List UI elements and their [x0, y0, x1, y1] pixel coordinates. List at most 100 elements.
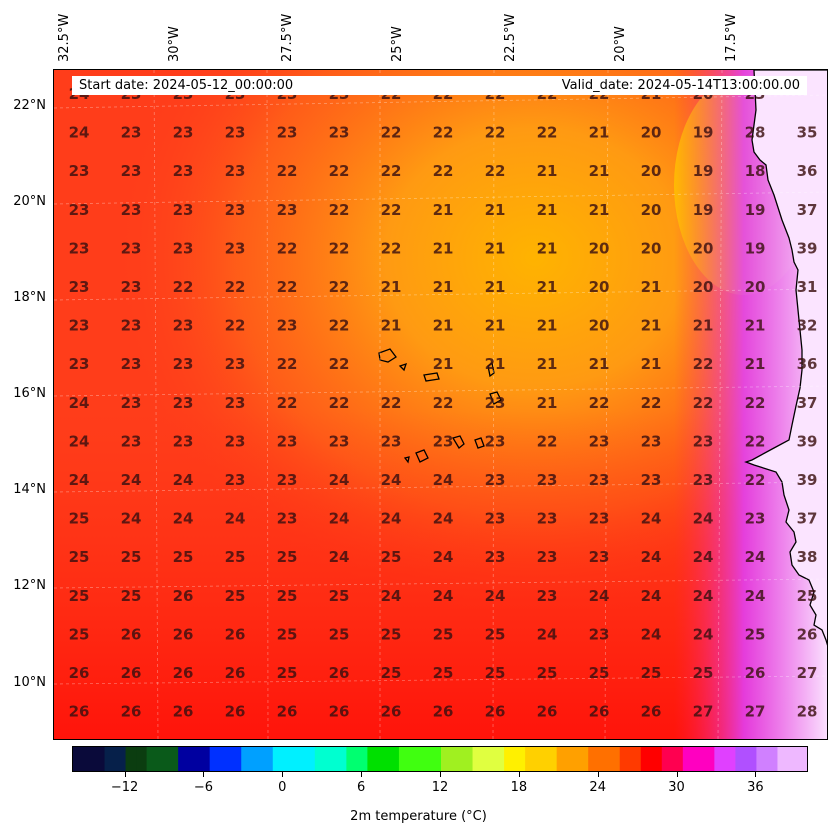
temperature-value: 26 — [173, 625, 194, 643]
temperature-value: 20 — [641, 201, 662, 219]
temperature-value: 22 — [433, 124, 454, 142]
temperature-value: 25 — [537, 664, 558, 682]
colorbar-segment — [398, 747, 411, 771]
colorbar-tick-mark — [440, 772, 441, 777]
temperature-value: 23 — [485, 471, 506, 489]
temperature-value: 21 — [641, 317, 662, 335]
colorbar-segment — [388, 747, 400, 771]
temperature-value: 23 — [173, 317, 194, 335]
temperature-value: 22 — [381, 239, 402, 257]
temperature-value: 21 — [433, 239, 454, 257]
colorbar-segment — [630, 747, 642, 771]
temperature-value: 23 — [693, 471, 714, 489]
temperature-value: 25 — [329, 587, 350, 605]
temperature-value: 26 — [381, 703, 402, 721]
colorbar-segment — [588, 747, 600, 771]
temperature-value: 20 — [641, 239, 662, 257]
temperature-value: 24 — [745, 548, 766, 566]
colorbar-segment — [230, 747, 242, 771]
temperature-value: 23 — [485, 510, 506, 528]
temperature-value: 23 — [69, 317, 90, 335]
temperature-value: 21 — [537, 317, 558, 335]
colorbar-segment — [346, 747, 358, 771]
temperature-value: 24 — [381, 471, 402, 489]
colorbar-segment — [356, 747, 368, 771]
longitude-label: 17.5°W — [724, 13, 739, 62]
colorbar-tick-mark — [518, 772, 520, 777]
latitude-label: 14°N — [13, 482, 46, 497]
temperature-value: 25 — [277, 587, 298, 605]
temperature-value: 39 — [797, 239, 818, 257]
temperature-value: 23 — [329, 432, 350, 450]
colorbar-segment — [672, 747, 684, 771]
colorbar-segment — [472, 747, 484, 771]
temperature-value: 23 — [173, 394, 194, 412]
colorbar-tick-mark — [124, 772, 126, 777]
colorbar-segment — [577, 747, 589, 771]
latitude-label: 10°N — [13, 675, 46, 690]
temperature-value: 23 — [121, 278, 142, 296]
temperature-value: 23 — [225, 394, 246, 412]
temperature-value: 20 — [641, 162, 662, 180]
temperature-value: 23 — [485, 548, 506, 566]
valid-date-label: Valid_date: 2024-05-14T13:00:00.00 — [561, 78, 800, 93]
temperature-value: 27 — [693, 703, 714, 721]
colorbar-tick-label: 30 — [668, 780, 685, 795]
colorbar-segment — [409, 747, 421, 771]
colorbar-segment — [693, 747, 705, 771]
colorbar-segment — [462, 747, 474, 771]
colorbar-tick-mark — [203, 772, 205, 777]
temperature-value: 22 — [329, 355, 350, 373]
temperature-value: 25 — [69, 548, 90, 566]
colorbar-segment — [483, 747, 495, 771]
map-canvas: 24 23 23 23 23 23 22 22 22 22 22 21 20 23 24 23 23 23 23 23… — [54, 70, 827, 739]
temperature-value: 25 — [641, 664, 662, 682]
temperature-value: 23 — [641, 471, 662, 489]
temperature-value: 25 — [173, 548, 194, 566]
temperature-value: 26 — [797, 625, 818, 643]
temperature-value: 24 — [173, 510, 194, 528]
temperature-value: 22 — [381, 394, 402, 412]
temperature-value: 23 — [121, 124, 142, 142]
colorbar-segment — [451, 747, 463, 771]
temperature-value: 23 — [225, 471, 246, 489]
longitude-label: 32.5°W — [57, 13, 72, 62]
colorbar-segment — [157, 747, 169, 771]
temperature-value: 23 — [745, 510, 766, 528]
colorbar-segment — [178, 747, 190, 771]
temperature-value: 23 — [121, 201, 142, 219]
temperature-value: 21 — [693, 317, 714, 335]
latitude-label: 16°N — [13, 386, 46, 401]
colorbar-segment — [136, 747, 148, 771]
temperature-value: 28 — [797, 703, 818, 721]
temperature-value: 23 — [173, 201, 194, 219]
temperature-value: 23 — [589, 471, 610, 489]
longitude-label: 20°W — [613, 26, 628, 62]
temperature-value: 24 — [693, 587, 714, 605]
temperature-value: 25 — [69, 510, 90, 528]
temperature-value: 24 — [693, 548, 714, 566]
colorbar-segment — [188, 747, 200, 771]
temperature-value: 23 — [537, 471, 558, 489]
temperature-value: 26 — [641, 703, 662, 721]
temperature-value: 23 — [381, 432, 402, 450]
temperature-value: 26 — [225, 703, 246, 721]
temperature-value: 25 — [589, 664, 610, 682]
graticule — [54, 70, 827, 739]
temperature-value: 24 — [641, 548, 662, 566]
temperature-value: 21 — [537, 162, 558, 180]
temperature-value: 21 — [433, 355, 454, 373]
temperature-value: 22 — [641, 394, 662, 412]
temperature-value: 26 — [329, 703, 350, 721]
temperature-value: 21 — [537, 355, 558, 373]
colorbar-tick-mark — [676, 772, 678, 777]
colorbar-segment — [724, 747, 736, 771]
temperature-value: 23 — [69, 278, 90, 296]
temperature-value: 23 — [173, 355, 194, 373]
temperature-value: 25 — [797, 587, 818, 605]
colorbar-segment — [703, 747, 715, 771]
temperature-value: 19 — [693, 124, 714, 142]
colorbar-segment — [199, 747, 211, 771]
temperature-value: 26 — [121, 625, 142, 643]
temperature-value: 25 — [225, 587, 246, 605]
